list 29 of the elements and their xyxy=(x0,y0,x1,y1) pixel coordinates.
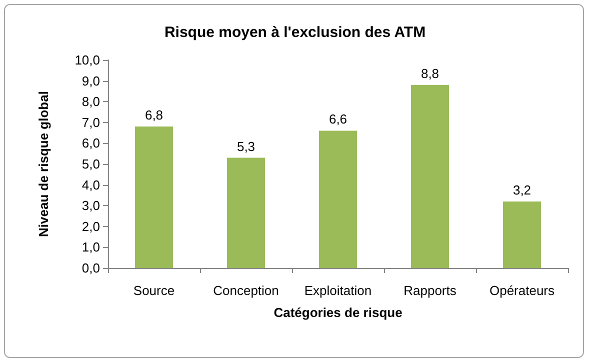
bar xyxy=(227,158,265,268)
bar xyxy=(135,126,173,268)
y-tick-label: 4,0 xyxy=(82,177,100,192)
data-label: 6,8 xyxy=(144,108,164,123)
y-tick-label: 8,0 xyxy=(82,94,100,110)
data-label: 5,3 xyxy=(236,138,256,154)
y-tick-label: 1,0 xyxy=(82,240,100,255)
y-tick-label: 10,0 xyxy=(74,52,100,68)
data-label: 8,8 xyxy=(420,66,440,81)
y-tick-label: 9,0 xyxy=(82,73,100,88)
data-label: 6,6 xyxy=(328,112,348,127)
bar xyxy=(411,84,449,268)
y-tick-label: 0,0 xyxy=(82,260,100,276)
x-tick-label: Rapports xyxy=(404,283,457,298)
y-tick-label: 5,0 xyxy=(82,156,100,172)
bar xyxy=(319,130,357,268)
y-axis-title: Niveau de risque global xyxy=(36,91,51,237)
y-tick-label: 2,0 xyxy=(82,218,100,234)
x-axis-title: Catégories de risque xyxy=(274,305,402,320)
x-tick-label: Conception xyxy=(213,283,279,298)
x-tick-label: Opérateurs xyxy=(489,283,556,298)
y-tick-label: 7,0 xyxy=(82,114,100,130)
y-tick-label: 6,0 xyxy=(82,136,100,151)
x-tick-label: Source xyxy=(133,283,175,298)
data-label: 3,2 xyxy=(512,182,532,198)
bar xyxy=(503,201,541,268)
x-tick-label: Exploitation xyxy=(304,283,372,298)
chart-title: Risque moyen à l'exclusion des ATM xyxy=(164,24,426,41)
y-tick-label: 3,0 xyxy=(82,198,100,214)
